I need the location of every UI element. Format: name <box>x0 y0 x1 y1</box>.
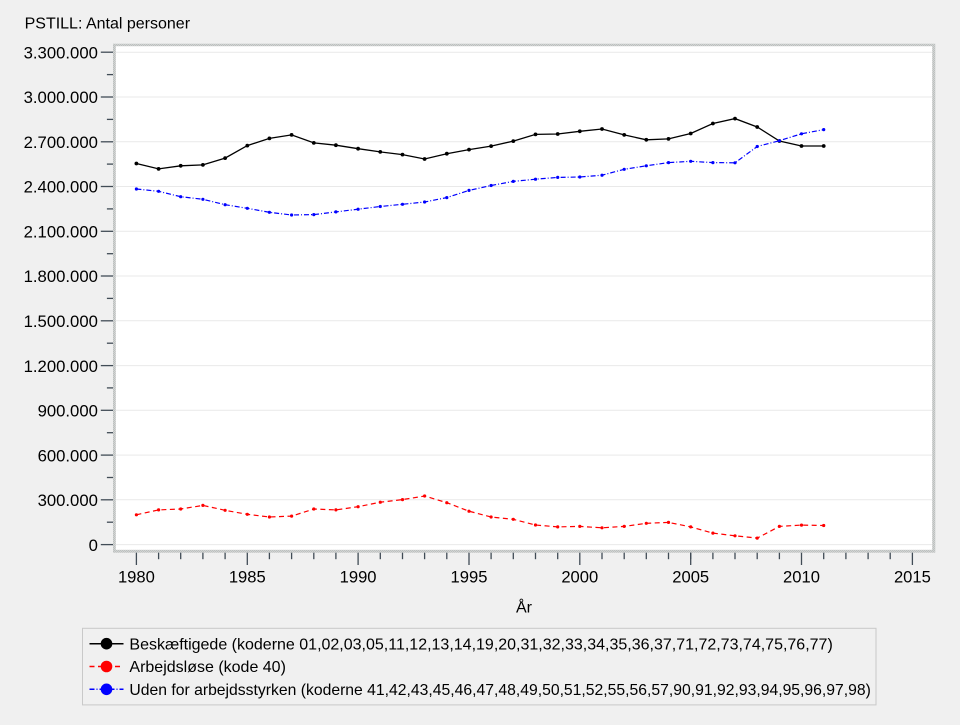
svg-text:2.400.000: 2.400.000 <box>24 178 98 197</box>
svg-text:1.500.000: 1.500.000 <box>24 312 98 331</box>
svg-text:1980: 1980 <box>118 568 155 587</box>
svg-text:Beskæftigede (koderne 01,02,03: Beskæftigede (koderne 01,02,03,05,11,12,… <box>129 636 832 653</box>
svg-text:2015: 2015 <box>894 568 931 587</box>
svg-text:1985: 1985 <box>229 568 266 587</box>
svg-text:3.000.000: 3.000.000 <box>24 88 98 107</box>
svg-text:300.000: 300.000 <box>38 491 98 510</box>
svg-text:600.000: 600.000 <box>38 446 98 465</box>
svg-text:PSTILL: Antal personer: PSTILL: Antal personer <box>25 16 191 33</box>
svg-text:1995: 1995 <box>451 568 488 587</box>
svg-text:Arbejdsløse (kode 40): Arbejdsløse (kode 40) <box>129 659 286 676</box>
svg-text:3.300.000: 3.300.000 <box>24 43 98 62</box>
svg-text:2005: 2005 <box>672 568 709 587</box>
svg-text:2000: 2000 <box>561 568 598 587</box>
svg-text:0: 0 <box>89 536 98 555</box>
svg-text:År: År <box>516 597 533 616</box>
svg-text:2010: 2010 <box>783 568 820 587</box>
svg-text:Uden for arbejdsstyrken (koder: Uden for arbejdsstyrken (koderne 41,42,4… <box>129 682 871 699</box>
svg-text:1.200.000: 1.200.000 <box>24 357 98 376</box>
svg-text:1.800.000: 1.800.000 <box>24 267 98 286</box>
svg-text:2.100.000: 2.100.000 <box>24 223 98 242</box>
svg-text:900.000: 900.000 <box>38 402 98 421</box>
svg-text:1990: 1990 <box>340 568 377 587</box>
svg-text:2.700.000: 2.700.000 <box>24 133 98 152</box>
